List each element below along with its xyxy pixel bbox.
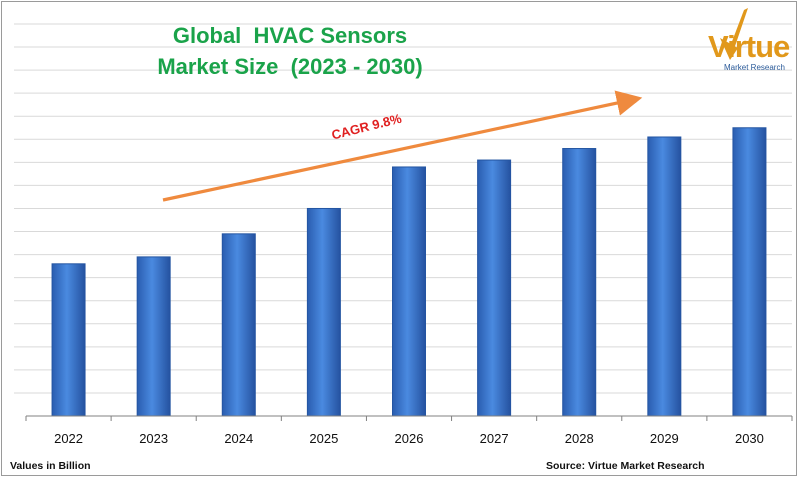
x-tick-label: 2028 [565, 431, 594, 446]
x-tick-label: 2029 [650, 431, 679, 446]
units-note: Values in Billion [10, 460, 91, 472]
bar-2024 [221, 233, 256, 417]
source-note: Source: Virtue Market Research [546, 460, 705, 472]
bar-2028 [562, 148, 597, 417]
chart-x-tick-labels: 2022 2023 2024 2025 2026 2027 2028 2029 2030 [54, 431, 764, 446]
x-tick-label: 2027 [480, 431, 509, 446]
chart-axes [25, 415, 793, 421]
bar-2022 [51, 263, 86, 417]
logo-tagline: Market Research [724, 63, 785, 72]
chart-bars [51, 127, 767, 417]
x-tick-label: 2023 [139, 431, 168, 446]
chart-title: Global HVAC Sensors Market Size (2023 - … [157, 23, 423, 79]
bar-2029 [647, 136, 682, 417]
x-tick-label: 2022 [54, 431, 83, 446]
bar-2026 [392, 166, 426, 417]
bar-2027 [477, 159, 512, 417]
bar-2030 [732, 127, 767, 417]
logo-name: Virtue [708, 29, 790, 64]
check-mark-icon [720, 8, 748, 60]
x-tick-label: 2025 [309, 431, 338, 446]
x-tick-label: 2026 [395, 431, 424, 446]
bar-2025 [306, 207, 341, 417]
x-tick-label: 2024 [224, 431, 253, 446]
bar-2023 [136, 256, 171, 417]
cagr-arrow [162, 90, 643, 202]
x-tick-label: 2030 [735, 431, 764, 446]
